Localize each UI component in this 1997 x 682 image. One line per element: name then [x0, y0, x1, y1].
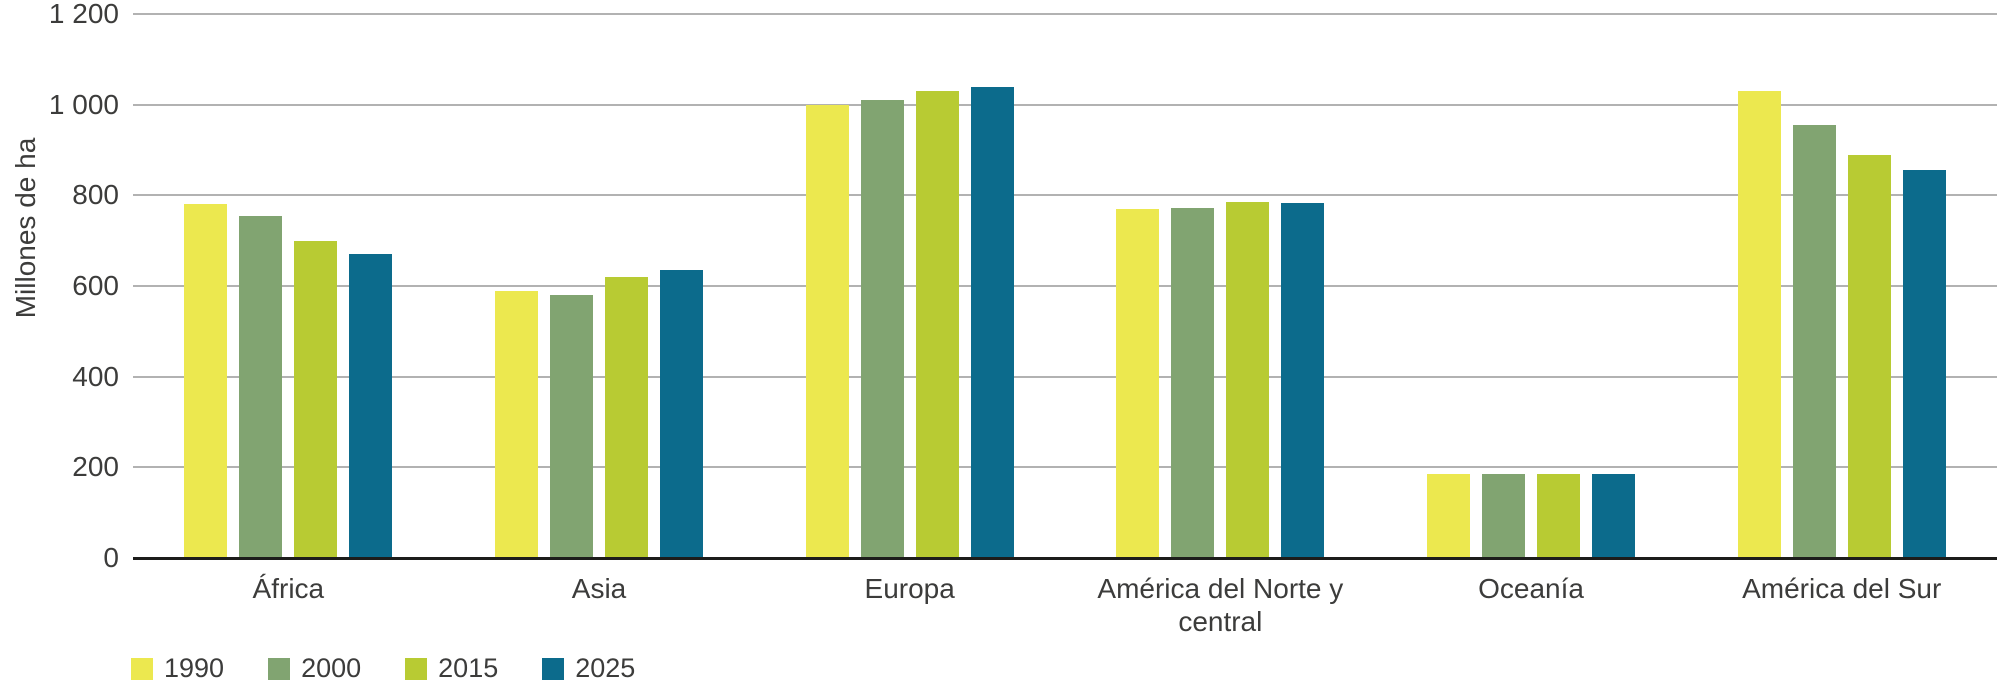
legend-swatch-icon [268, 657, 291, 680]
bar-2015 [1226, 202, 1270, 558]
y-tick-label: 1 000 [48, 88, 119, 120]
legend-item: 2015 [405, 653, 498, 682]
bar-2000 [550, 295, 593, 558]
legend-item: 2000 [268, 653, 361, 682]
y-tick-label: 200 [72, 451, 119, 483]
bar-1990 [1116, 208, 1160, 558]
x-axis-line [133, 556, 1997, 560]
gridline [133, 285, 1997, 287]
y-tick-label: 1 200 [48, 0, 119, 29]
bar-2000 [1171, 208, 1215, 558]
legend-swatch-icon [131, 657, 153, 680]
bar-group [754, 14, 1065, 558]
gridline [133, 103, 1997, 106]
category-label: Asia [571, 573, 627, 604]
bar-1990 [1427, 474, 1471, 558]
gridline [133, 466, 1997, 469]
y-tick-label: 800 [72, 179, 119, 211]
bar-2025 [1902, 170, 1946, 558]
category-label: América del Norte y central [1097, 573, 1344, 638]
legend: 1990 2000 2015 2025 [131, 653, 635, 682]
bar-2015 [294, 240, 338, 558]
bar-2015 [605, 276, 648, 558]
category-label: América del Sur [1742, 573, 1942, 604]
y-tick-label: 600 [72, 270, 119, 301]
gridline [133, 194, 1997, 197]
bar-1990 [805, 104, 849, 558]
bar-2025 [349, 254, 393, 558]
bar-groups [133, 14, 1997, 558]
legend-label: 2015 [438, 653, 499, 682]
bar-2025 [1592, 474, 1636, 558]
x-axis-category-labels: África Asia Europa América del Norte y cent… [133, 572, 1997, 638]
category-label: Europa [864, 573, 955, 604]
legend-item: 1990 [131, 653, 224, 682]
bar-2000 [1482, 474, 1526, 558]
bar-group [444, 14, 755, 558]
bar-group [1065, 14, 1376, 558]
gridline [133, 13, 1997, 15]
bar-group [1686, 14, 1997, 558]
category-label: África [252, 573, 325, 604]
y-axis-tick-labels: 1 200 1 000 800 600 400 200 0 [0, 0, 125, 573]
bar-2025 [1281, 203, 1325, 558]
bar-1990 [184, 204, 228, 558]
bar-1990 [1737, 91, 1781, 558]
legend-label: 1990 [164, 653, 225, 682]
bar-1990 [495, 290, 538, 558]
bar-2025 [970, 86, 1014, 558]
bar-group [133, 14, 444, 558]
plot-area [133, 13, 1997, 560]
bar-2015 [1537, 474, 1581, 558]
legend-label: 2000 [301, 653, 362, 682]
bar-group [1376, 14, 1687, 558]
y-tick-label: 0 [103, 542, 119, 573]
legend-label: 2025 [575, 653, 636, 682]
bar-2000 [860, 100, 904, 558]
y-tick-label: 400 [72, 360, 119, 392]
legend-item: 2025 [542, 653, 635, 682]
bar-2015 [915, 91, 959, 558]
gridline [133, 375, 1997, 378]
bar-2000 [1792, 125, 1836, 558]
bar-2015 [1847, 154, 1891, 558]
bar-2000 [239, 215, 283, 558]
legend-swatch-icon [542, 657, 565, 680]
legend-swatch-icon [405, 657, 428, 680]
category-label: Oceanía [1478, 573, 1584, 604]
bar-2025 [660, 270, 703, 558]
